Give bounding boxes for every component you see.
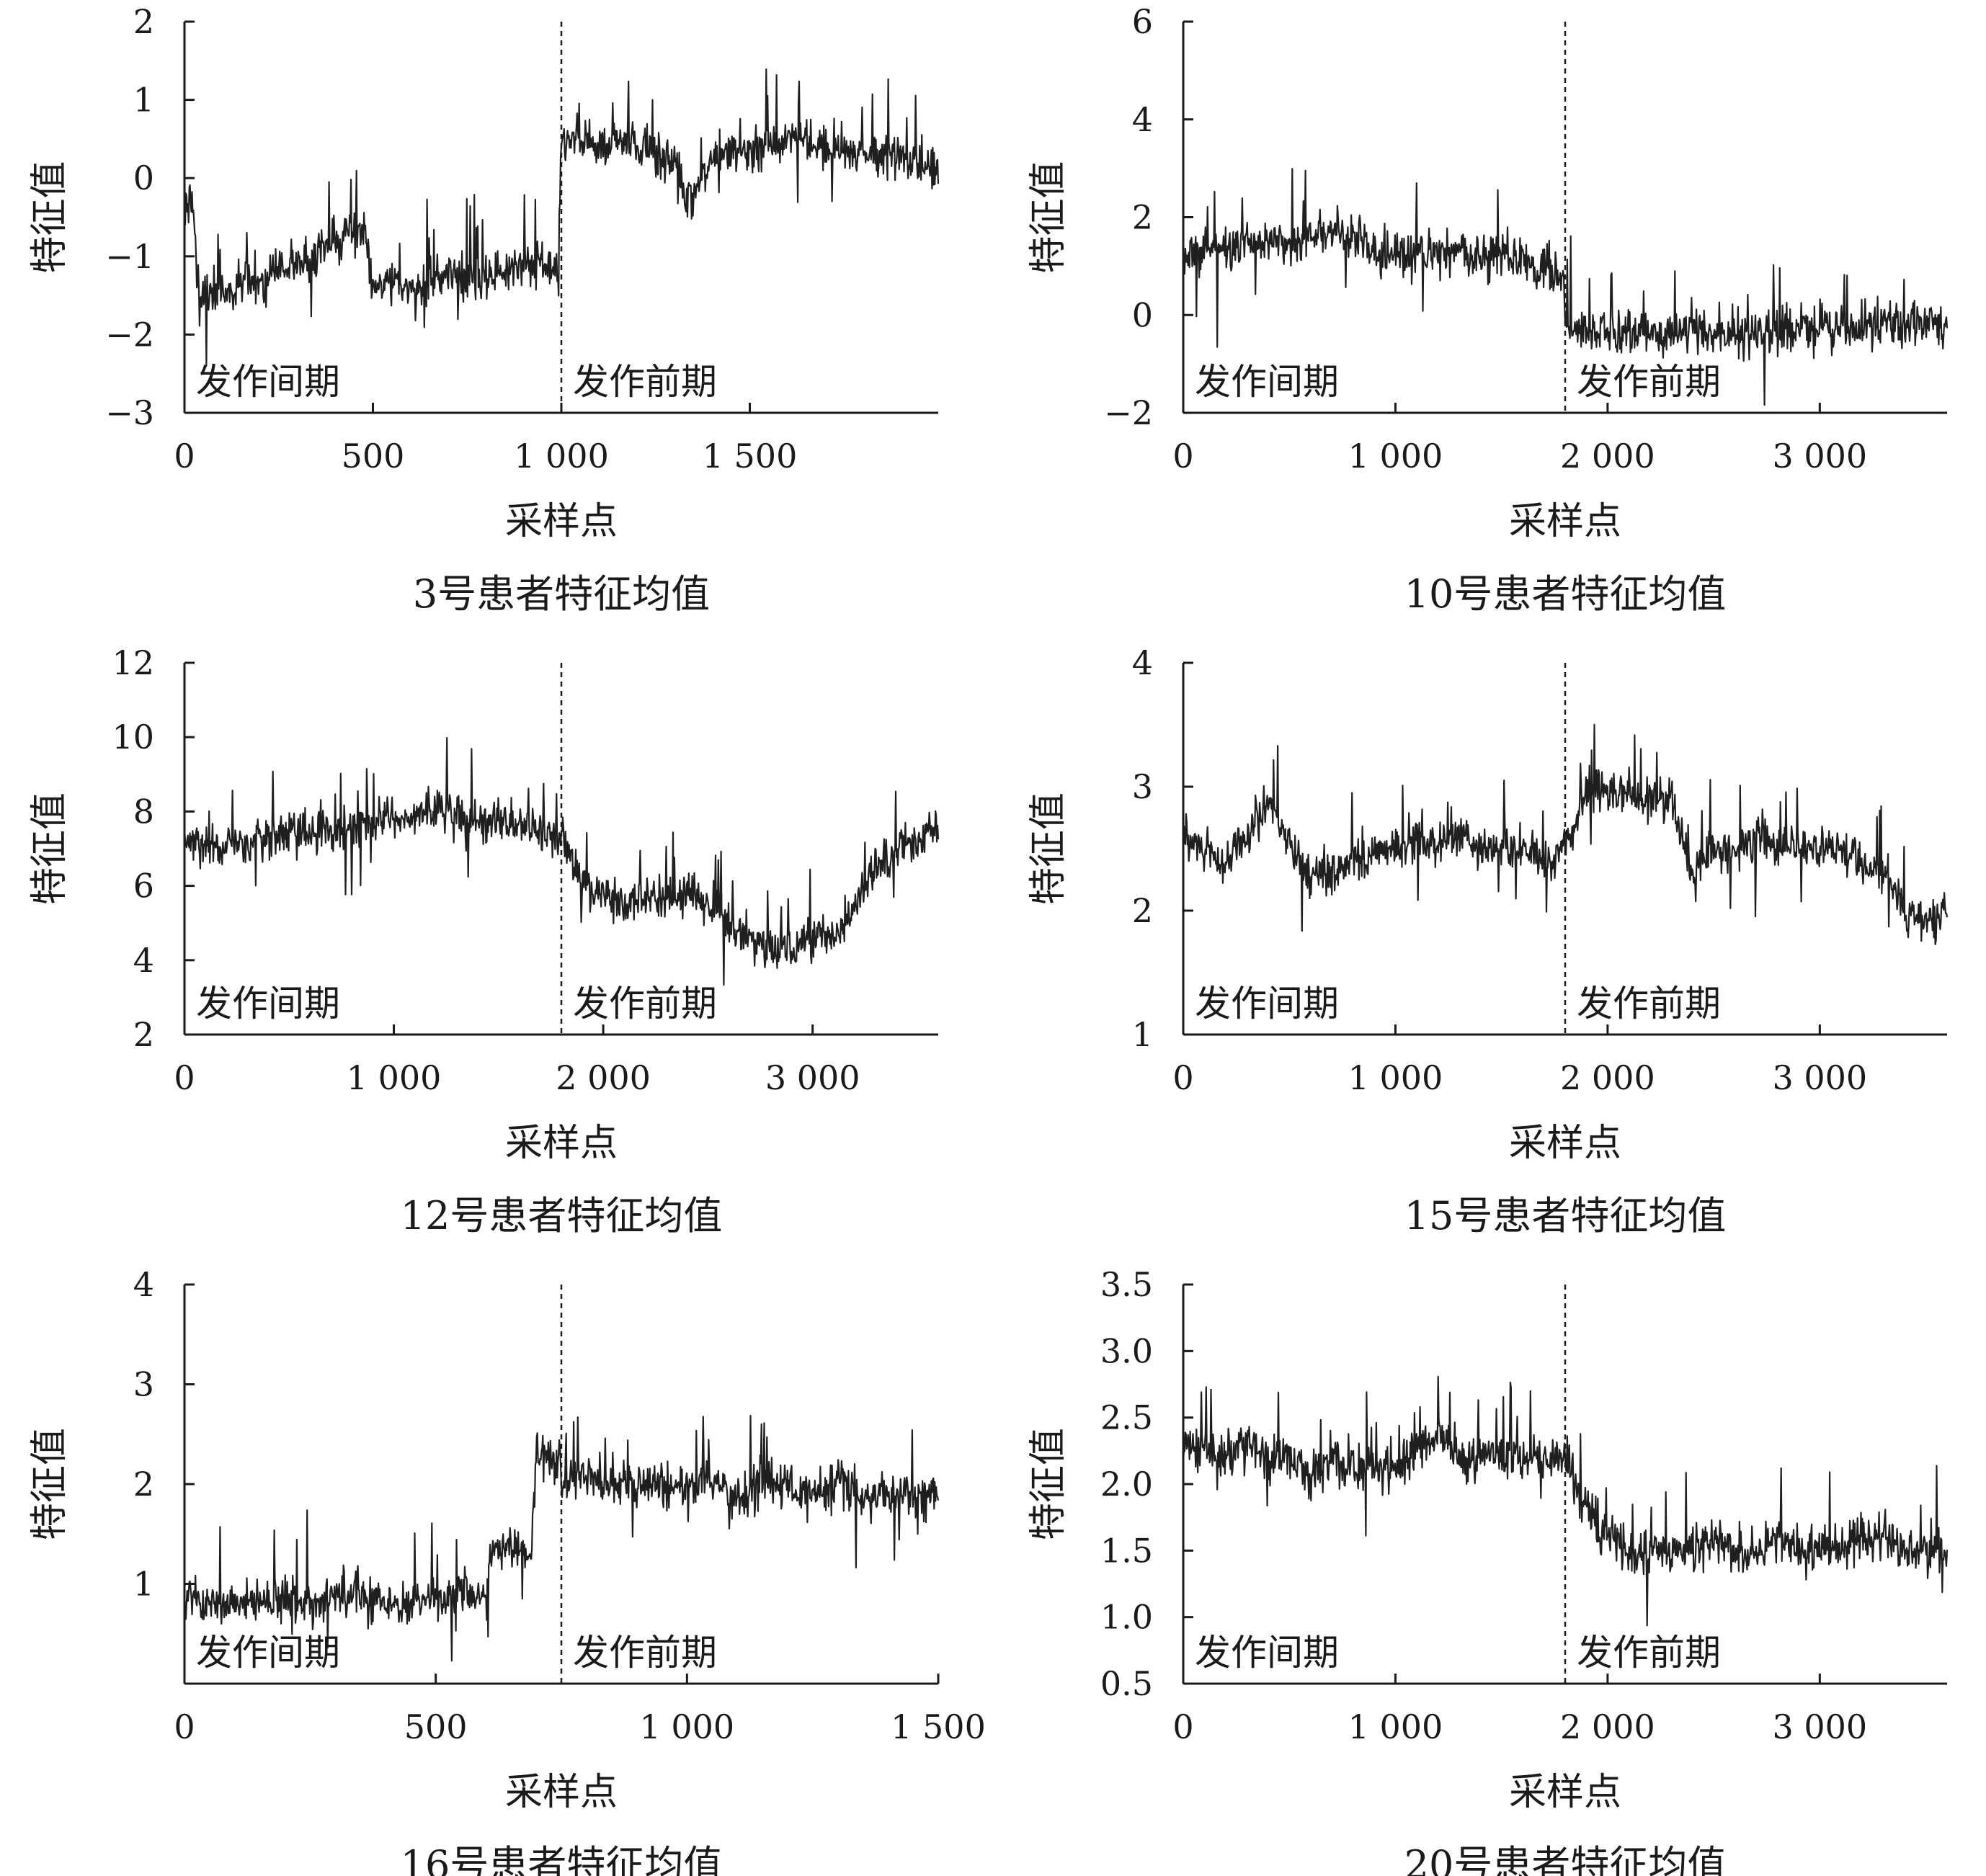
y-axis-title: 特征值: [1027, 1428, 1070, 1540]
y-axis-title: 特征值: [28, 161, 71, 273]
y-tick-label: 1: [133, 1565, 154, 1604]
phase-label-interictal: 发作间期: [196, 1632, 340, 1674]
x-tick-label: 0: [174, 1707, 195, 1746]
phase-label-preictal: 发作前期: [573, 983, 717, 1024]
x-tick-label: 3 000: [1772, 1058, 1867, 1097]
panel-title: 15号患者特征均值: [1404, 1193, 1727, 1238]
y-tick-label: 4: [1132, 643, 1153, 682]
y-tick-label: 1: [1132, 1015, 1153, 1054]
y-tick-label: 6: [1132, 2, 1153, 41]
x-tick-label: 1 000: [1348, 1707, 1443, 1746]
y-tick-label: 0: [133, 158, 154, 197]
y-tick-label: 12: [112, 643, 154, 682]
x-tick-label: 1 500: [891, 1707, 986, 1746]
x-tick-label: 2 000: [1560, 1058, 1655, 1097]
y-tick-label: 6: [133, 867, 154, 906]
x-tick-label: 1 000: [639, 1707, 734, 1746]
x-tick-label: 500: [404, 1707, 468, 1746]
x-tick-label: 2 000: [556, 1058, 651, 1097]
y-tick-label: 4: [133, 941, 154, 980]
x-tick-label: 0: [174, 437, 195, 475]
x-tick-label: 0: [1172, 1707, 1193, 1746]
x-axis-title: 采样点: [505, 1771, 618, 1814]
y-tick-label: 1.5: [1100, 1531, 1153, 1570]
phase-label-interictal: 发作间期: [1195, 361, 1339, 403]
y-tick-label: 2: [133, 1465, 154, 1504]
panel-title: 12号患者特征均值: [401, 1193, 723, 1238]
y-tick-label: 3.0: [1100, 1331, 1153, 1370]
phase-label-interictal: 发作间期: [1195, 983, 1339, 1024]
y-tick-label: 3.5: [1100, 1265, 1153, 1304]
x-tick-label: 3 000: [1772, 1707, 1867, 1746]
x-tick-label: 1 000: [347, 1058, 442, 1097]
y-tick-label: 3: [1132, 767, 1153, 806]
y-tick-label: 4: [1132, 100, 1153, 139]
y-tick-label: −2: [1104, 393, 1153, 432]
x-axis-title: 采样点: [1509, 500, 1621, 543]
x-tick-label: 0: [174, 1058, 195, 1097]
y-axis-title: 特征值: [1027, 792, 1070, 905]
y-tick-label: 2: [1132, 198, 1153, 237]
y-tick-label: −3: [105, 393, 154, 432]
phase-label-preictal: 发作前期: [1577, 361, 1721, 403]
phase-label-interictal: 发作间期: [1195, 1632, 1339, 1674]
y-axis-title: 特征值: [1027, 161, 1070, 273]
y-tick-label: 1: [133, 81, 154, 120]
y-tick-label: 8: [133, 792, 154, 831]
x-tick-label: 2 000: [1560, 437, 1655, 475]
panel-title: 3号患者特征均值: [413, 571, 710, 617]
y-axis-title: 特征值: [28, 1428, 71, 1540]
y-tick-label: 2: [1132, 891, 1153, 930]
x-tick-label: 1 000: [1348, 1058, 1443, 1097]
x-tick-label: 3 000: [1772, 437, 1867, 475]
x-tick-label: 0: [1172, 1058, 1193, 1097]
series-line: [183, 736, 940, 986]
chart-panel-6: 0.5 1.0 1.5 2.0 2.5 3.0 3.5 0 1 000 2 000 3 000 特征值…: [1027, 1265, 1949, 1876]
y-tick-label: 2: [133, 1015, 154, 1054]
y-tick-label: 10: [112, 718, 154, 756]
y-tick-label: 2.5: [1100, 1398, 1153, 1437]
phase-label-preictal: 发作前期: [573, 361, 717, 403]
x-tick-label: 2 000: [1560, 1707, 1655, 1746]
panel-title: 10号患者特征均值: [1404, 571, 1727, 617]
phase-label-preictal: 发作前期: [1577, 1632, 1721, 1674]
y-tick-label: −2: [105, 315, 154, 354]
y-axis-title: 特征值: [28, 792, 71, 905]
x-tick-label: 0: [1172, 437, 1193, 475]
x-tick-label: 500: [342, 437, 405, 475]
phase-label-interictal: 发作间期: [196, 361, 340, 403]
x-tick-label: 1 500: [703, 437, 798, 475]
y-tick-label: 0: [1132, 295, 1153, 334]
panel-title: 16号患者特征均值: [401, 1842, 723, 1876]
y-tick-label: 2: [133, 2, 154, 41]
series-line: [183, 68, 940, 367]
y-tick-label: 0.5: [1100, 1664, 1153, 1703]
series-line: [183, 1414, 940, 1662]
x-tick-label: 3 000: [765, 1058, 860, 1097]
x-axis-title: 采样点: [505, 500, 618, 543]
y-tick-label: 3: [133, 1365, 154, 1404]
panel-title: 20号患者特征均值: [1404, 1842, 1727, 1876]
phase-label-preictal: 发作前期: [1577, 983, 1721, 1024]
y-tick-label: 2.0: [1100, 1465, 1153, 1504]
y-tick-label: 1.0: [1100, 1598, 1153, 1637]
phase-label-interictal: 发作间期: [196, 983, 340, 1024]
x-tick-label: 1 000: [514, 437, 609, 475]
x-tick-label: 1 000: [1348, 437, 1443, 475]
y-tick-label: −1: [105, 237, 154, 276]
x-axis-title: 采样点: [1509, 1771, 1621, 1814]
x-axis-title: 采样点: [505, 1122, 618, 1165]
phase-label-preictal: 发作前期: [573, 1632, 717, 1674]
y-tick-label: 4: [133, 1265, 154, 1304]
x-axis-title: 采样点: [1509, 1122, 1621, 1165]
